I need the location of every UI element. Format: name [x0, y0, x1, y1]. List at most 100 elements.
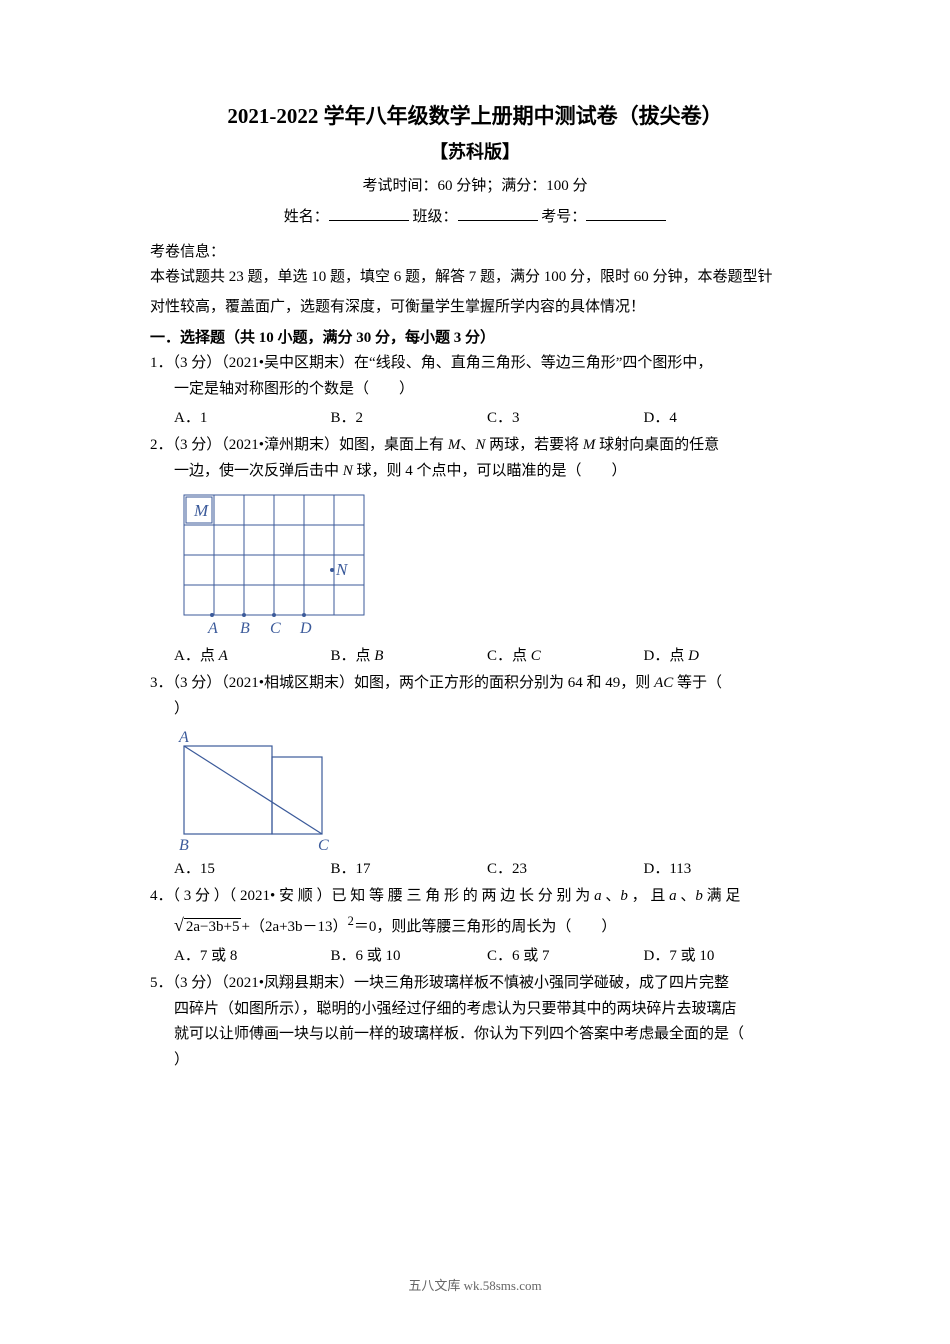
q2-options: A．点 A B．点 B C．点 C D．点 D	[150, 644, 800, 665]
q1-num: 1．	[150, 355, 173, 371]
q5-source: （2021•凤翔县期末）	[221, 975, 354, 991]
q2-dot: 、	[460, 437, 475, 453]
q2-opt-c-it: C	[531, 648, 541, 664]
q3-options: A．15 B．17 C．23 D．113	[150, 857, 800, 878]
q4-text1b: ， 且	[628, 888, 669, 904]
q2-points: （3 分）	[173, 437, 222, 453]
q4-a: a	[594, 888, 602, 904]
examno-label: 考号：	[541, 209, 586, 225]
q3-AC: AC	[654, 675, 673, 691]
q1-options: A．1 B．2 C．3 D．4	[150, 406, 800, 427]
q2-opt-a-it: A	[219, 648, 228, 664]
q5-num: 5．	[150, 975, 173, 991]
q1-opt-d: D．4	[644, 406, 801, 427]
question-5: 5．（3 分）（2021•凤翔县期末）一块三角形玻璃样板不慎被小强同学碰破，成了…	[150, 971, 800, 1073]
q2-opt-d-text: D．点	[644, 648, 689, 664]
q2-opt-c: C．点 C	[487, 644, 644, 665]
q3-points: （3 分）	[173, 675, 222, 691]
q4-eq: ＝0，则此等腰三角形的周长为（ ）	[354, 919, 617, 935]
info-line1: 本卷试题共 23 题，单选 10 题，填空 6 题，解答 7 题，满分 100 …	[150, 265, 800, 291]
q4-root: √2a−3b+5	[174, 910, 241, 941]
question-1: 1．（3 分）（2021•吴中区期末）在“线段、角、直角三角形、等边三角形”四个…	[150, 351, 800, 402]
q4-source: （ 2021• 安 顺 ）	[229, 888, 332, 904]
q1-opt-a: A．1	[174, 406, 331, 427]
q1-points: （3 分）	[173, 355, 222, 371]
q4-options: A．7 或 8 B．6 或 10 C．6 或 7 D．7 或 10	[150, 944, 800, 965]
q3-text2: ）	[174, 701, 189, 717]
q2-figure: M N A B C D	[174, 490, 800, 640]
q4-a2: a	[669, 888, 677, 904]
q4-text1c: 满 足	[703, 888, 741, 904]
question-2: 2．（3 分）（2021•漳州期末）如图，桌面上有 M、N 两球，若要将 M 球…	[150, 433, 800, 484]
q1-text2: 一定是轴对称图形的个数是（ ）	[174, 381, 414, 397]
fig3-B: B	[179, 837, 189, 853]
q2-opt-a-text: A．点	[174, 648, 219, 664]
q2-opt-a: A．点 A	[174, 644, 331, 665]
fig2-D: D	[299, 620, 312, 637]
page-title: 2021-2022 学年八年级数学上册期中测试卷（拔尖卷）	[150, 100, 800, 130]
q3-opt-d: D．113	[644, 857, 801, 878]
info-line2: 对性较高，覆盖面广，选题有深度，可衡量学生掌握所学内容的具体情况！	[150, 295, 800, 321]
name-blank	[329, 206, 409, 221]
q2-text2a: 一边，使一次反弹后击中	[174, 463, 343, 479]
q2-opt-b: B．点 B	[331, 644, 488, 665]
q1-source: （2021•吴中区期末）	[221, 355, 354, 371]
q1-opt-c: C．3	[487, 406, 644, 427]
q2-N2: N	[343, 463, 353, 479]
q3-opt-a: A．15	[174, 857, 331, 878]
q4-opt-d: D．7 或 10	[644, 944, 801, 965]
q4-paren: （2a+3b－13）	[250, 919, 348, 935]
fig2-N-label: N	[335, 560, 349, 579]
q2-N: N	[475, 437, 485, 453]
q1-opt-b: B．2	[331, 406, 488, 427]
q2-text1b: 两球，若要将	[485, 437, 583, 453]
question-4: 4．（ 3 分 ）（ 2021• 安 顺 ）已 知 等 腰 三 角 形 的 两 …	[150, 884, 800, 940]
q3-text1: 如图，两个正方形的面积分别为 64 和 49，则	[354, 675, 654, 691]
q2-source: （2021•漳州期末）	[221, 437, 339, 453]
name-label: 姓名：	[284, 209, 329, 225]
q2-text1: 如图，桌面上有	[339, 437, 448, 453]
q4-num: 4．	[150, 888, 173, 904]
q4-opt-a: A．7 或 8	[174, 944, 331, 965]
fig2-M-label: M	[193, 501, 209, 520]
q2-opt-b-text: B．点	[331, 648, 375, 664]
q2-text2b: 球，则 4 个点中，可以瞄准的是（ ）	[353, 463, 627, 479]
q3-opt-c: C．23	[487, 857, 644, 878]
q4-text1: 已 知 等 腰 三 角 形 的 两 边 长 分 别 为	[332, 888, 595, 904]
q2-opt-b-it: B	[374, 648, 383, 664]
page-footer: 五八文库 wk.58sms.com	[0, 1275, 950, 1294]
question-3: 3．（3 分）（2021•相城区期末）如图，两个正方形的面积分别为 64 和 4…	[150, 671, 800, 722]
q3-text1b: 等于（	[673, 675, 722, 691]
q4-opt-c: C．6 或 7	[487, 944, 644, 965]
fig2-A: A	[207, 620, 218, 637]
q5-text4: ）	[174, 1052, 189, 1068]
q5-text2: 四碎片（如图所示），聪明的小强经过仔细的考虑认为只要带其中的两块碎片去玻璃店	[174, 1001, 737, 1017]
class-blank	[458, 206, 538, 221]
q4-opt-b: B．6 或 10	[331, 944, 488, 965]
info-header: 考卷信息：	[150, 240, 800, 261]
q5-text3: 就可以让师傅画一块与以前一样的玻璃样板．你认为下列四个答案中考虑最全面的是（	[174, 1026, 744, 1042]
q2-M2: M	[583, 437, 596, 453]
q4-root-expr: 2a−3b+5	[184, 918, 242, 935]
section1-header: 一．选择题（共 10 小题，满分 30 分，每小题 3 分）	[150, 326, 800, 347]
q4-dot2: 、	[677, 888, 696, 904]
q2-opt-d: D．点 D	[644, 644, 801, 665]
q1-text1: 在“线段、角、直角三角形、等边三角形”四个图形中，	[354, 355, 712, 371]
q5-text1: 一块三角形玻璃样板不慎被小强同学碰破，成了四片完整	[354, 975, 729, 991]
q2-text1c: 球射向桌面的任意	[595, 437, 719, 453]
q2-num: 2．	[150, 437, 173, 453]
examno-blank	[586, 206, 666, 221]
q4-b2: b	[695, 888, 703, 904]
fig2-B: B	[240, 620, 250, 637]
q4-points: （ 3 分 ）	[173, 888, 229, 904]
q3-opt-b: B．17	[331, 857, 488, 878]
q2-opt-c-text: C．点	[487, 648, 531, 664]
q4-dot: 、	[602, 888, 621, 904]
fig3-C: C	[318, 837, 329, 853]
q3-source: （2021•相城区期末）	[221, 675, 354, 691]
q3-figure: A B C	[174, 728, 800, 853]
student-blanks: 姓名： 班级： 考号：	[150, 205, 800, 226]
q4-plus: +	[241, 919, 249, 935]
q4-b: b	[620, 888, 628, 904]
exam-time-info: 考试时间：60 分钟；满分：100 分	[150, 174, 800, 195]
